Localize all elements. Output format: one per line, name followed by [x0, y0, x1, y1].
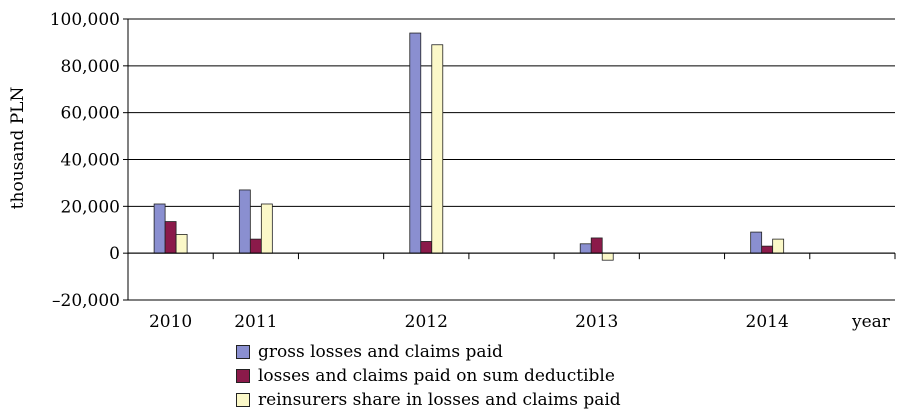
bar: [761, 245, 774, 254]
x-tick-label: 2013: [575, 312, 618, 332]
bar: [601, 252, 614, 261]
x-tick-label: 2014: [746, 312, 789, 332]
bar: [238, 189, 251, 254]
x-axis-title: year: [851, 312, 891, 332]
legend-label: gross losses and claims paid: [258, 342, 503, 362]
bar: [175, 234, 188, 254]
bar: [431, 44, 444, 254]
y-axis-title: thousand PLN: [8, 87, 28, 210]
bar: [750, 231, 763, 254]
bars: [153, 32, 785, 261]
y-tick-label: –20,000: [52, 291, 120, 311]
x-tick-label: 2012: [405, 312, 448, 332]
y-tick-label: 40,000: [61, 151, 120, 171]
x-tick-labels: 2010 2011 2012 2013 2014: [149, 312, 789, 332]
x-tick-label: 2010: [149, 312, 192, 332]
legend-label: losses and claims paid on sum deductible: [258, 366, 615, 386]
bar: [579, 243, 592, 254]
legend-item: reinsurers share in losses and claims pa…: [236, 388, 621, 412]
legend-swatch: [236, 393, 250, 407]
axes: [123, 18, 896, 301]
bar: [590, 237, 603, 254]
y-tick-labels: –20,000 0 20,000 40,000 60,000 80,000 100,000: [50, 10, 120, 311]
y-tick-label: 100,000: [50, 10, 120, 30]
legend-item: losses and claims paid on sum deductible: [236, 364, 621, 388]
bar: [153, 203, 166, 254]
y-tick-label: 0: [109, 244, 120, 264]
bar: [260, 203, 273, 254]
bar: [772, 238, 785, 254]
legend-item: gross losses and claims paid: [236, 340, 621, 364]
legend-swatch: [236, 369, 250, 383]
y-tick-label: 60,000: [61, 104, 120, 124]
bar: [164, 221, 177, 254]
bar: [249, 238, 262, 254]
bar: [420, 241, 433, 254]
y-tick-label: 20,000: [61, 197, 120, 217]
x-tick-label: 2011: [234, 312, 277, 332]
y-tick-label: 80,000: [61, 57, 120, 77]
legend-swatch: [236, 345, 250, 359]
legend-label: reinsurers share in losses and claims pa…: [258, 390, 621, 410]
bar: [409, 32, 422, 254]
legend: gross losses and claims paid losses and …: [236, 340, 621, 412]
bar-chart: –20,000020,00040,00060,00080,000100,000 …: [8, 10, 896, 332]
